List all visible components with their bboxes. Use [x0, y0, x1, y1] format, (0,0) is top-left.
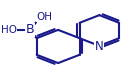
- Text: B: B: [25, 23, 34, 36]
- Text: OH: OH: [36, 12, 52, 22]
- Text: N: N: [95, 40, 104, 53]
- Text: HO: HO: [1, 25, 17, 35]
